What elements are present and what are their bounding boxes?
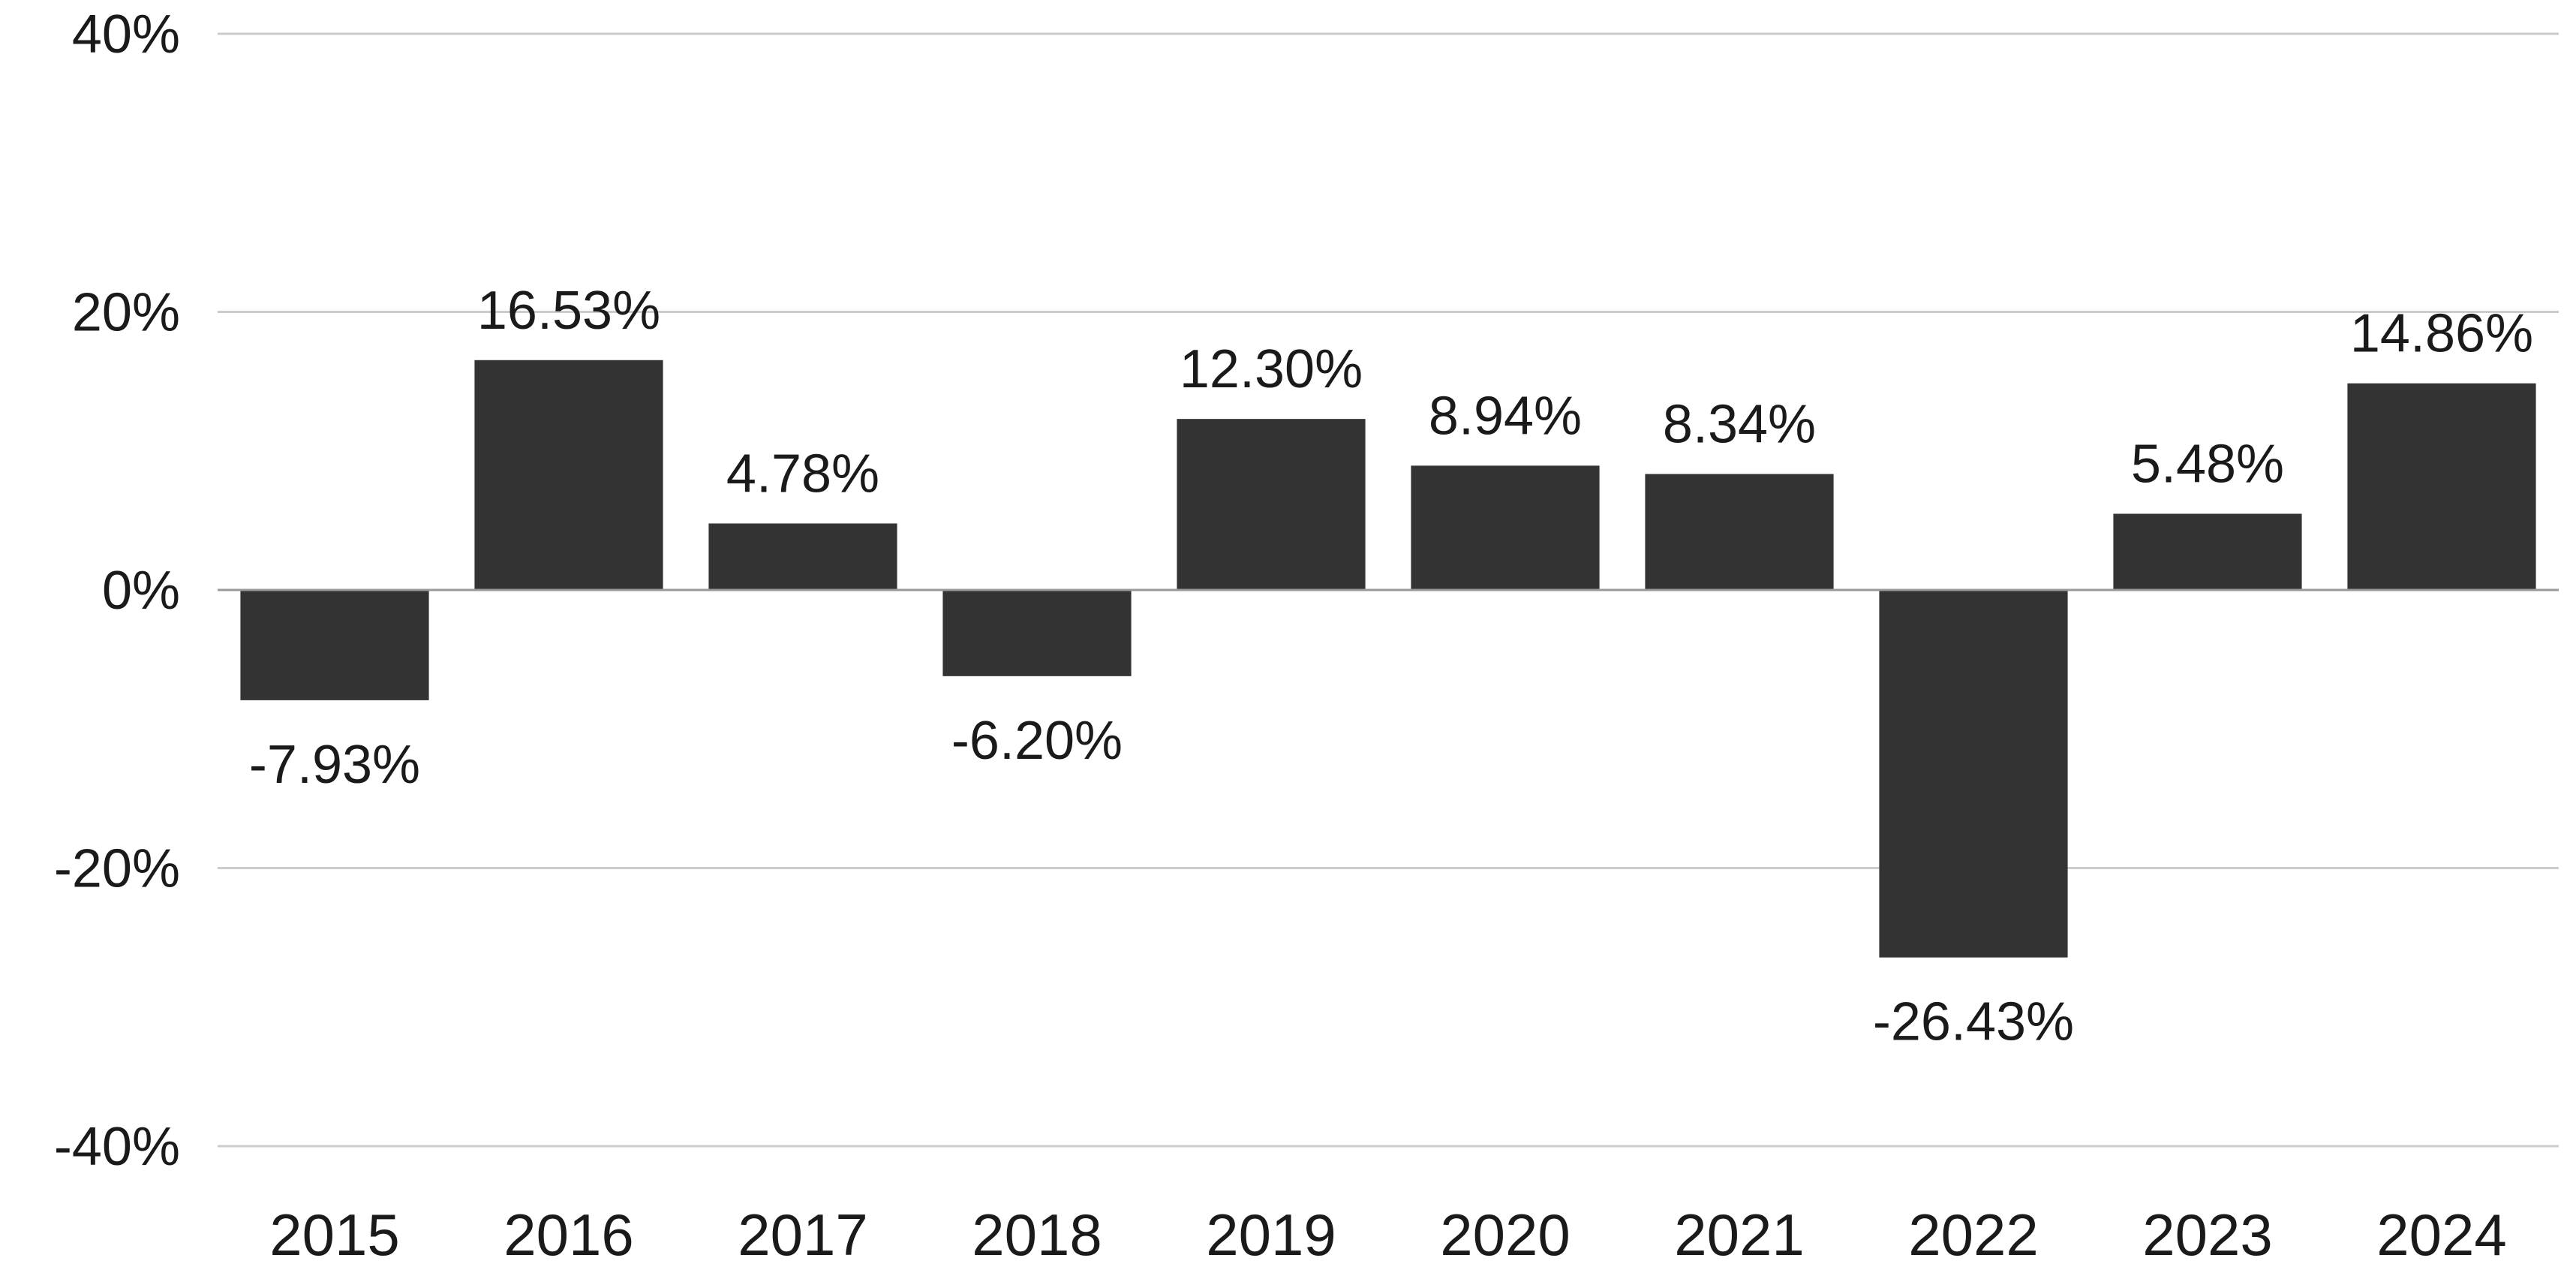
y-tick-label: -40% xyxy=(54,1117,180,1177)
y-tick-label: -20% xyxy=(54,839,180,899)
y-axis-ticks: 40% 20% 0% -20% -40% xyxy=(54,5,180,1177)
bar-2017 xyxy=(708,523,897,590)
x-category-label: 2021 xyxy=(1674,1202,1805,1268)
bar-2019 xyxy=(1177,419,1366,590)
data-label-2019: 12.30% xyxy=(1180,339,1363,399)
y-tick-label: 40% xyxy=(72,5,180,65)
bar-2016 xyxy=(474,360,663,590)
grid-lines xyxy=(218,32,2559,1148)
y-tick-label: 20% xyxy=(72,283,180,343)
data-label-2023: 5.48% xyxy=(2131,434,2284,494)
bars xyxy=(240,360,2536,958)
x-category-label: 2019 xyxy=(1206,1202,1336,1268)
data-label-2021: 8.34% xyxy=(1663,395,1816,455)
data-label-2018: -6.20% xyxy=(951,711,1123,771)
x-category-label: 2024 xyxy=(2376,1202,2507,1268)
x-category-label: 2017 xyxy=(738,1202,868,1268)
bar-2024 xyxy=(2347,383,2536,590)
x-category-label: 2016 xyxy=(503,1202,634,1268)
data-label-2022: -26.43% xyxy=(1873,992,2074,1052)
bar-2020 xyxy=(1411,465,1600,590)
bar-2022 xyxy=(1879,590,2068,958)
data-label-2020: 8.94% xyxy=(1429,386,1582,446)
data-label-2017: 4.78% xyxy=(726,444,879,504)
bar-2023 xyxy=(2113,513,2302,590)
bar-2015 xyxy=(240,590,429,700)
data-label-2024: 14.86% xyxy=(2350,304,2533,364)
x-category-label: 2022 xyxy=(1908,1202,2039,1268)
x-category-label: 2015 xyxy=(269,1202,400,1268)
y-tick-label: 0% xyxy=(102,561,180,621)
data-labels: -7.93% 16.53% 4.78% -6.20% 12.30% 8.94% 8.34% -… xyxy=(249,281,2533,1052)
data-label-2016: 16.53% xyxy=(477,281,660,341)
x-category-label: 2018 xyxy=(972,1202,1102,1268)
x-category-label: 2020 xyxy=(1440,1202,1571,1268)
bar-2021 xyxy=(1645,474,1834,590)
x-category-label: 2023 xyxy=(2142,1202,2273,1268)
bar-2018 xyxy=(942,590,1132,676)
data-label-2015: -7.93% xyxy=(249,735,420,795)
x-axis-categories: 2015 2016 2017 2018 2019 2020 2021 2022 2023 2024 xyxy=(269,1202,2507,1268)
